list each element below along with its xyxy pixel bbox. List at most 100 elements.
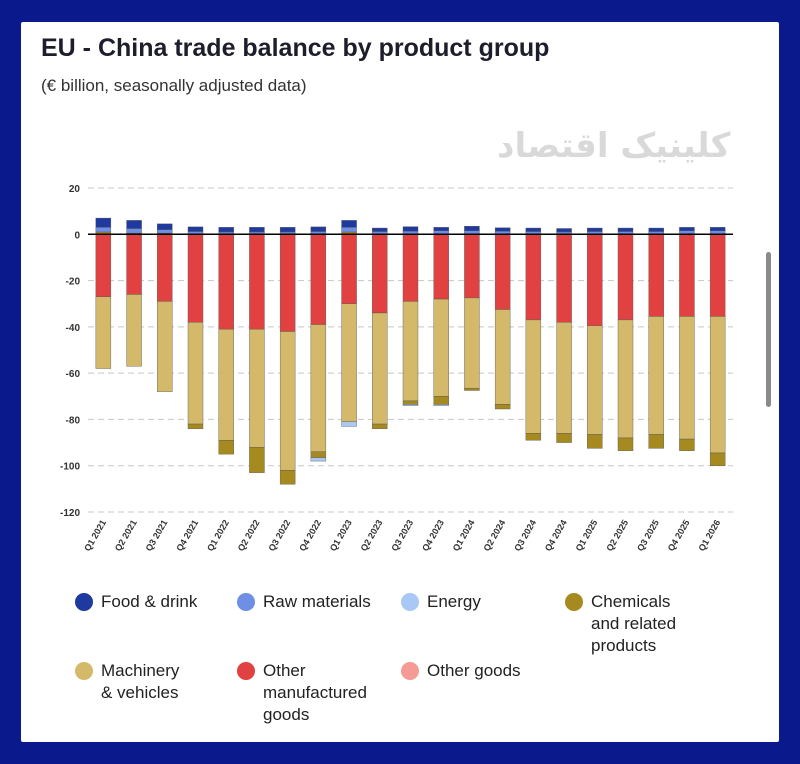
x-tick-label: Q1 2026 bbox=[696, 518, 722, 553]
bar-segment bbox=[372, 227, 388, 232]
bar-segment bbox=[617, 437, 634, 451]
bar-segment bbox=[157, 223, 173, 230]
bar-segment bbox=[433, 396, 449, 405]
x-tick-label: Q4 2022 bbox=[297, 518, 323, 553]
bar-segment bbox=[310, 457, 327, 462]
bar-segment bbox=[617, 234, 634, 321]
bar-segment bbox=[249, 227, 265, 233]
x-tick-label: Q3 2021 bbox=[144, 518, 170, 553]
bar-segment bbox=[494, 227, 511, 232]
bar-segment bbox=[372, 423, 388, 429]
bar-segment bbox=[157, 301, 173, 392]
x-tick-label: Q4 2021 bbox=[174, 518, 200, 553]
bar-segment bbox=[587, 234, 603, 326]
bar-segment bbox=[709, 316, 726, 454]
bar-segment bbox=[187, 234, 204, 323]
bar-segment bbox=[709, 227, 726, 232]
bar-segment bbox=[648, 234, 664, 317]
chart-card: EU - China trade balance by product grou… bbox=[21, 22, 779, 742]
x-tick-label: Q3 2025 bbox=[635, 518, 661, 553]
x-tick-label: Q1 2023 bbox=[328, 518, 354, 553]
y-tick-label: 0 bbox=[74, 230, 80, 241]
x-tick-label: Q2 2023 bbox=[359, 518, 385, 553]
bar-segment bbox=[279, 234, 296, 332]
bar-segment bbox=[617, 227, 634, 232]
bar-segment bbox=[494, 404, 511, 410]
bar-segment bbox=[372, 312, 388, 425]
bar-segment bbox=[402, 234, 419, 302]
bar-segment bbox=[310, 324, 327, 453]
chart-title: EU - China trade balance by product grou… bbox=[41, 34, 550, 62]
bar-segment bbox=[402, 404, 419, 406]
y-tick-label: -20 bbox=[66, 277, 81, 288]
y-tick-label: -80 bbox=[66, 415, 81, 426]
bar-segment bbox=[464, 387, 480, 391]
bar-segment bbox=[341, 421, 357, 427]
x-tick-label: Q1 2024 bbox=[451, 518, 477, 553]
chart-subtitle: (€ billion, seasonally adjusted data) bbox=[41, 76, 307, 95]
x-tick-label: Q4 2023 bbox=[420, 518, 446, 553]
bar-segment bbox=[341, 220, 357, 228]
bar-segment bbox=[433, 227, 449, 232]
bar-segment bbox=[494, 234, 511, 310]
bar-segment bbox=[157, 229, 173, 234]
bar-segment bbox=[187, 322, 204, 425]
bar-segment bbox=[402, 400, 419, 405]
bar-segment bbox=[157, 234, 173, 302]
x-tick-label: Q1 2021 bbox=[82, 518, 108, 553]
bar-segment bbox=[341, 303, 357, 422]
bar-segment bbox=[187, 226, 204, 232]
bar-segment bbox=[587, 227, 603, 232]
bar-segment bbox=[587, 325, 603, 435]
x-tick-label: Q1 2025 bbox=[574, 518, 600, 553]
bar-segment bbox=[341, 227, 357, 233]
bar-segment bbox=[464, 297, 480, 389]
bar-segment bbox=[464, 234, 480, 299]
bar-segment bbox=[218, 440, 234, 455]
bar-segment bbox=[310, 451, 327, 458]
bar-segment bbox=[679, 234, 695, 317]
bar-segment bbox=[648, 227, 664, 232]
bar-segment bbox=[95, 217, 112, 228]
y-tick-label: -120 bbox=[60, 508, 80, 519]
bar-segment bbox=[525, 234, 542, 321]
bar-segment bbox=[126, 294, 142, 367]
bar-segment bbox=[249, 234, 265, 330]
bar-segment bbox=[341, 234, 357, 304]
bar-segment bbox=[310, 234, 327, 325]
y-tick-label: 20 bbox=[69, 184, 81, 195]
bar-segment bbox=[218, 234, 234, 330]
bar-segment bbox=[556, 322, 572, 434]
bar-segment bbox=[279, 227, 296, 233]
bar-segment bbox=[525, 227, 542, 232]
bar-segment bbox=[433, 298, 449, 397]
bar-segment bbox=[617, 319, 634, 439]
x-tick-label: Q2 2025 bbox=[604, 518, 630, 553]
bar-segment bbox=[126, 228, 142, 234]
bar-segment bbox=[679, 227, 695, 232]
bar-segment bbox=[494, 309, 511, 405]
x-tick-label: Q3 2022 bbox=[266, 518, 292, 553]
bar-segment bbox=[126, 234, 142, 295]
bar-segment bbox=[556, 234, 572, 323]
bar-segment bbox=[709, 452, 726, 466]
bar-segment bbox=[525, 319, 542, 434]
bar-segment bbox=[249, 447, 265, 473]
y-tick-label: -60 bbox=[66, 369, 81, 380]
scrollbar[interactable] bbox=[766, 252, 771, 407]
bar-segment bbox=[218, 227, 234, 233]
bar-segment bbox=[310, 226, 327, 232]
bar-segment bbox=[464, 225, 480, 232]
x-tick-label: Q2 2024 bbox=[481, 518, 507, 553]
bar-segment bbox=[279, 470, 296, 485]
bar-segment bbox=[249, 328, 265, 448]
watermark-logo: کلینیک اقتصاد bbox=[497, 126, 731, 166]
bar-segment bbox=[648, 434, 664, 449]
bar-segment bbox=[279, 331, 296, 471]
y-tick-label: -100 bbox=[60, 462, 80, 473]
bar-segment bbox=[402, 301, 419, 402]
bar-segment bbox=[587, 434, 603, 449]
bar-segment bbox=[218, 328, 234, 441]
bar-segment bbox=[187, 423, 204, 429]
bar-segment bbox=[433, 234, 449, 300]
